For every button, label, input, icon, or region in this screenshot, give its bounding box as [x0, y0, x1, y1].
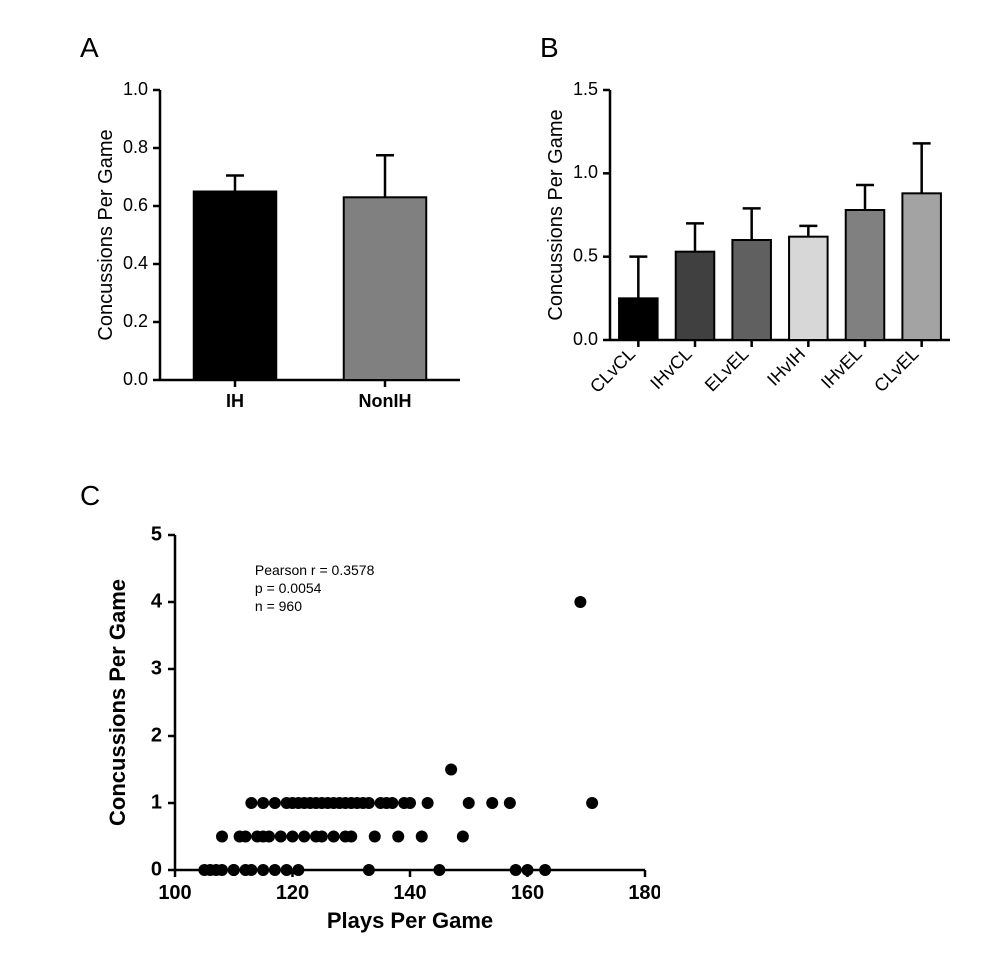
svg-text:Concussions Per Game: Concussions Per Game: [95, 129, 117, 340]
svg-text:IHvCL: IHvCL: [646, 344, 696, 394]
svg-text:1: 1: [151, 791, 162, 813]
svg-text:5: 5: [151, 523, 162, 545]
svg-text:0: 0: [151, 858, 162, 880]
svg-text:0.0: 0.0: [123, 369, 148, 389]
svg-text:180: 180: [628, 882, 660, 904]
panel-c-label: C: [80, 480, 100, 512]
svg-text:IHvEL: IHvEL: [817, 344, 866, 393]
svg-text:1.0: 1.0: [573, 162, 598, 182]
panel-c-chart: 0 1 2 3 4 5 100 120 140 160 180 Concussions Per Gam…: [100, 520, 660, 940]
svg-text:2: 2: [151, 724, 162, 746]
svg-text:120: 120: [276, 882, 309, 904]
svg-text:Concussions Per Game: Concussions Per Game: [545, 109, 567, 320]
panel-b-label: B: [540, 32, 559, 64]
svg-text:160: 160: [511, 882, 544, 904]
svg-text:p = 0.0054: p = 0.0054: [255, 580, 322, 596]
svg-text:0.5: 0.5: [573, 245, 598, 265]
svg-text:NonIH: NonIH: [359, 391, 412, 411]
svg-text:IH: IH: [226, 391, 244, 411]
svg-text:n = 960: n = 960: [255, 598, 302, 614]
svg-text:Pearson r = 0.3578: Pearson r = 0.3578: [255, 562, 375, 578]
svg-text:0.6: 0.6: [123, 195, 148, 215]
svg-text:0.0: 0.0: [573, 329, 598, 349]
svg-text:IHvIH: IHvIH: [763, 344, 809, 390]
svg-text:140: 140: [393, 882, 426, 904]
svg-text:Concussions Per Game: Concussions Per Game: [105, 579, 130, 826]
svg-text:CLvCL: CLvCL: [586, 344, 639, 397]
svg-text:CLvEL: CLvEL: [870, 344, 922, 396]
svg-text:100: 100: [158, 882, 191, 904]
svg-text:1.0: 1.0: [123, 80, 148, 99]
svg-text:ELvEL: ELvEL: [701, 344, 753, 396]
svg-text:0.4: 0.4: [123, 253, 148, 273]
svg-text:3: 3: [151, 657, 162, 679]
svg-text:Plays Per Game: Plays Per Game: [327, 908, 493, 933]
svg-text:0.2: 0.2: [123, 311, 148, 331]
svg-text:4: 4: [151, 590, 163, 612]
svg-text:0.8: 0.8: [123, 137, 148, 157]
svg-text:1.5: 1.5: [573, 80, 598, 99]
panel-b-svg: 0.00.51.01.5Concussions Per GameCLvCLIHv…: [540, 80, 960, 420]
panel-a-label: A: [80, 32, 99, 64]
panel-b-chart: 0.00.51.01.5Concussions Per GameCLvCLIHv…: [540, 80, 960, 420]
panel-c-svg: 0 1 2 3 4 5 100 120 140 160 180 Concussions Per Gam…: [100, 520, 660, 940]
panel-a-chart: 0.0 0.2 0.4 0.6 0.8 1.0 Concussions Per Game IH…: [90, 80, 470, 420]
panel-a-svg: 0.0 0.2 0.4 0.6 0.8 1.0 Concussions Per Game IH…: [90, 80, 470, 420]
